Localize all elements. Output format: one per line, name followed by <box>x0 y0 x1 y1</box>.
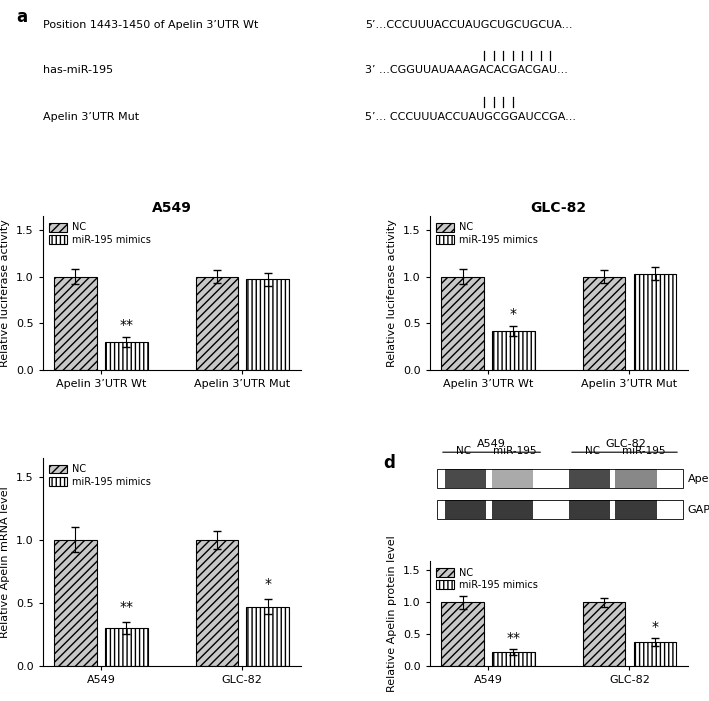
Bar <box>105 628 147 666</box>
Bar <box>615 469 657 489</box>
Text: *: * <box>652 620 658 634</box>
Bar <box>196 540 238 666</box>
Text: miR-195: miR-195 <box>493 447 537 456</box>
Bar <box>442 602 484 666</box>
Bar <box>55 540 96 666</box>
Text: 3’ ...CGGUUAUAAAGACACGACGAU...: 3’ ...CGGUUAUAAAGACACGACGAU... <box>365 65 568 76</box>
Text: GAPDH: GAPDH <box>688 505 709 515</box>
Bar <box>491 469 533 489</box>
Bar <box>105 342 147 370</box>
Text: NC: NC <box>585 447 600 456</box>
Bar <box>247 280 289 370</box>
Y-axis label: Relative luciferase activity: Relative luciferase activity <box>387 219 398 367</box>
Y-axis label: Relative Apelin mRNA level: Relative Apelin mRNA level <box>0 486 11 638</box>
Bar <box>445 500 486 519</box>
Text: NC: NC <box>456 447 471 456</box>
Bar <box>55 277 96 370</box>
Bar <box>491 500 533 519</box>
Bar <box>445 469 486 489</box>
Bar <box>437 469 683 489</box>
Text: Apelin 3’UTR Mut: Apelin 3’UTR Mut <box>43 112 139 122</box>
Text: Position 1443-1450 of Apelin 3’UTR Wt: Position 1443-1450 of Apelin 3’UTR Wt <box>43 20 258 29</box>
Bar <box>569 469 610 489</box>
Text: 5’...CCCUUUACCUAUGCUGCUGCUA...: 5’...CCCUUUACCUAUGCUGCUGCUA... <box>365 20 573 29</box>
Text: 5’... CCCUUUACCUAUGCGGAUCCGA...: 5’... CCCUUUACCUAUGCGGAUCCGA... <box>365 112 576 122</box>
Bar <box>491 469 533 489</box>
Bar <box>634 641 676 666</box>
Title: GLC-82: GLC-82 <box>530 200 587 215</box>
Bar <box>437 500 683 519</box>
Bar <box>583 602 625 666</box>
Text: a: a <box>17 8 28 27</box>
Text: GLC-82: GLC-82 <box>605 440 646 449</box>
Legend: NC, miR-195 mimics: NC, miR-195 mimics <box>435 221 540 247</box>
Bar <box>445 469 486 489</box>
Text: *: * <box>264 578 271 592</box>
Text: **: ** <box>119 318 133 332</box>
Text: Apelin: Apelin <box>688 474 709 484</box>
Bar <box>615 469 657 489</box>
Bar <box>437 500 683 519</box>
Bar <box>569 469 610 489</box>
Title: A549: A549 <box>152 200 191 215</box>
Text: **: ** <box>506 631 520 645</box>
Legend: NC, miR-195 mimics: NC, miR-195 mimics <box>48 221 152 247</box>
Bar <box>492 331 535 370</box>
Bar <box>615 500 657 519</box>
Bar <box>615 500 657 519</box>
Bar <box>583 277 625 370</box>
Bar <box>491 500 533 519</box>
Text: d: d <box>383 454 395 472</box>
Legend: NC, miR-195 mimics: NC, miR-195 mimics <box>435 566 540 592</box>
Bar <box>196 277 238 370</box>
Text: miR-195: miR-195 <box>622 447 666 456</box>
Text: *: * <box>510 306 517 320</box>
Legend: NC, miR-195 mimics: NC, miR-195 mimics <box>48 463 152 489</box>
Bar <box>569 500 610 519</box>
Text: **: ** <box>119 600 133 614</box>
Bar <box>492 652 535 666</box>
Text: has-miR-195: has-miR-195 <box>43 65 113 76</box>
Bar <box>437 469 683 489</box>
Bar <box>247 606 289 666</box>
Text: A549: A549 <box>477 440 506 449</box>
Y-axis label: Relative Apelin protein level: Relative Apelin protein level <box>387 535 398 692</box>
Bar <box>569 500 610 519</box>
Y-axis label: Relative luciferase activity: Relative luciferase activity <box>0 219 11 367</box>
Bar <box>445 500 486 519</box>
Bar <box>634 274 676 370</box>
Bar <box>442 277 484 370</box>
